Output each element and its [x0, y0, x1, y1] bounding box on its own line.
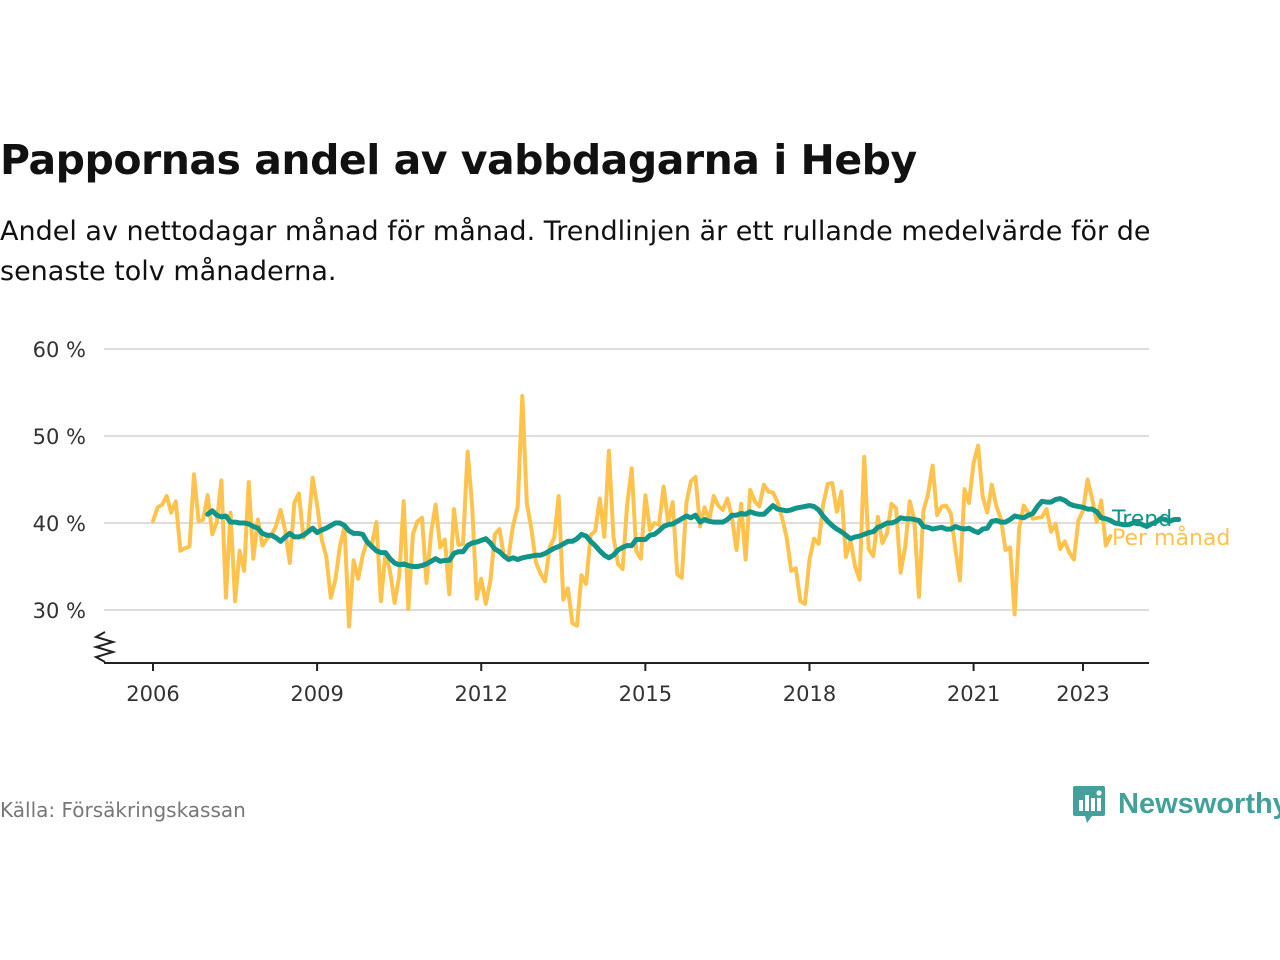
gridlines [104, 348, 1149, 611]
trend-series-line [205, 496, 1182, 569]
y-axis-break-icon [92, 631, 117, 663]
monthly-series-label: Per månad [1112, 525, 1230, 551]
y-axis-tick-labels: 30 % 40 % 50 % 60 % [33, 338, 86, 623]
newsworthy-logo-icon [1073, 786, 1105, 823]
y-tick-label: 40 % [33, 512, 86, 536]
x-tick-label: 2021 [947, 682, 1000, 706]
line-chart: 30 % 40 % 50 % 60 % 2006 2009 2012 2015 2018 202… [33, 338, 1231, 706]
x-tick-label: 2006 [126, 682, 179, 706]
y-tick-label: 30 % [33, 599, 86, 623]
newsworthy-logo[interactable]: Newsworthy [1072, 784, 1280, 824]
chart-subtitle: Andel av nettodagar månad för månad. Tre… [0, 216, 1151, 287]
series-lines [151, 394, 1182, 629]
monthly-series-line [151, 394, 1113, 629]
chart-title: Pappornas andel av vabbdagarna i Heby [0, 136, 917, 184]
x-tick-label: 2018 [783, 682, 836, 706]
y-tick-label: 60 % [33, 338, 86, 362]
x-tick-label: 2023 [1056, 682, 1109, 706]
x-tick-label: 2009 [290, 682, 343, 706]
y-tick-label: 50 % [33, 425, 86, 449]
source-note: Källa: Försäkringskassan [0, 798, 246, 822]
brand-name: Newsworthy [1118, 787, 1280, 820]
x-tick-label: 2012 [455, 682, 508, 706]
trend-series-label: Trend [1111, 507, 1172, 532]
x-axis-ticks: 2006 2009 2012 2015 2018 2021 2023 [126, 663, 1110, 706]
x-tick-label: 2015 [619, 682, 672, 706]
